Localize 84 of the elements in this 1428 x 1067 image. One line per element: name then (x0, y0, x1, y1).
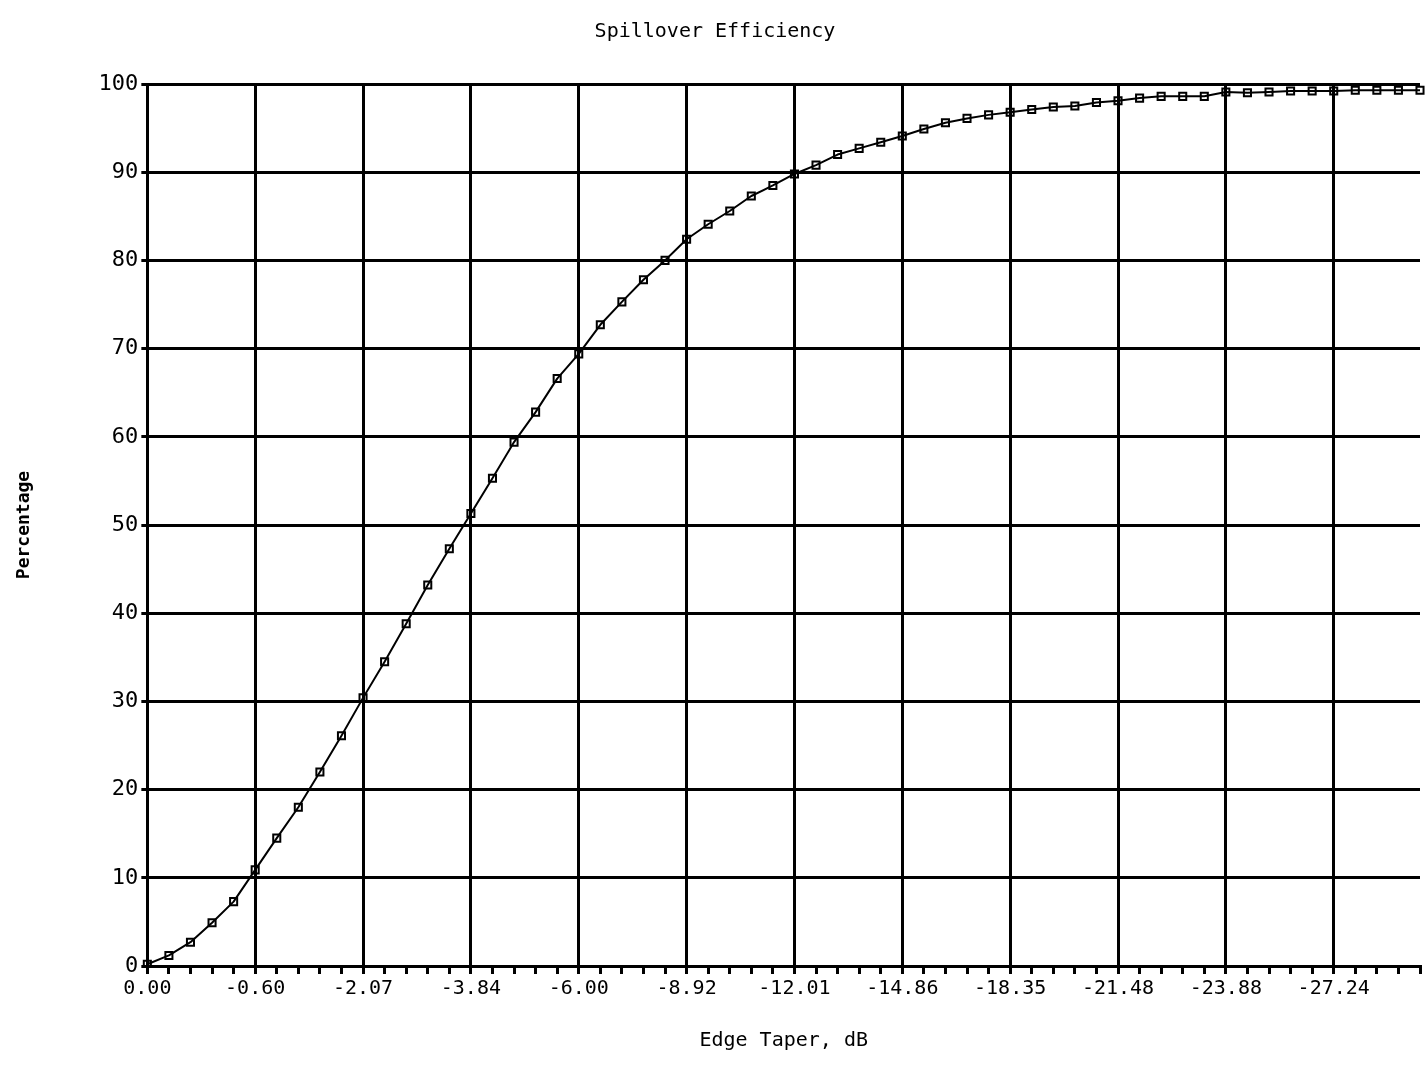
y-tick-label: 20 (111, 775, 139, 801)
point (703, 219, 713, 229)
point (1178, 91, 1188, 101)
point (638, 275, 648, 285)
point (229, 897, 239, 907)
y-tick-label: 70 (111, 334, 139, 360)
y-tick-label: 10 (111, 863, 139, 889)
point (1329, 86, 1339, 96)
point (444, 544, 454, 554)
point (272, 833, 282, 843)
point (1286, 86, 1296, 96)
point (207, 918, 217, 928)
point (660, 255, 670, 265)
point (293, 802, 303, 812)
point (1307, 86, 1317, 96)
y-tick-label: 90 (111, 157, 139, 183)
point (401, 619, 411, 629)
y-tick-label: 40 (111, 598, 139, 624)
x-tick-label: -2.07 (332, 975, 394, 1000)
point (746, 191, 756, 201)
point (1005, 107, 1015, 117)
point (315, 767, 325, 777)
point (142, 959, 152, 966)
x-tick-label: -23.88 (1189, 975, 1262, 1000)
point (1135, 93, 1145, 103)
point (1027, 105, 1037, 115)
point (1350, 85, 1360, 95)
point (940, 118, 950, 128)
y-tick-label: 100 (98, 69, 139, 95)
point (919, 124, 929, 134)
point (574, 349, 584, 359)
point (1264, 87, 1274, 97)
point (1048, 102, 1058, 112)
x-tick-label: -21.48 (1081, 975, 1155, 1000)
point (682, 234, 692, 244)
point (1393, 85, 1403, 95)
y-axis-title: Percentage (12, 470, 34, 580)
x-tick-label: -3.84 (440, 975, 501, 1000)
point (466, 509, 476, 519)
point (531, 407, 541, 417)
x-axis-title: Edge Taper, dB (699, 1027, 868, 1052)
x-tick-label: 0.00 (123, 975, 172, 1000)
point (185, 937, 196, 947)
point (1415, 85, 1425, 95)
point (380, 657, 390, 667)
x-tick-label: -8.92 (656, 975, 717, 1000)
point (595, 320, 605, 330)
point (1156, 91, 1166, 101)
point (423, 580, 433, 590)
point (962, 113, 972, 123)
point (811, 160, 821, 170)
y-tick-label: 30 (111, 687, 139, 713)
y-tick-label: 0 (125, 951, 139, 977)
point (509, 437, 519, 447)
point (336, 731, 347, 741)
point (854, 143, 864, 153)
x-tick-label: -12.01 (758, 975, 831, 1000)
point (1113, 96, 1123, 106)
point (164, 950, 174, 960)
point (725, 206, 735, 216)
point (552, 374, 562, 384)
point (250, 865, 260, 875)
x-tick-label: -6.00 (548, 975, 609, 1000)
point (897, 131, 907, 141)
chart-title: Spillover Efficiency (594, 18, 836, 43)
y-tick-label: 50 (111, 510, 139, 536)
x-tick-label: -0.60 (225, 975, 286, 1000)
point (1221, 87, 1231, 97)
x-tick-label: -18.35 (974, 975, 1047, 1000)
point (984, 110, 994, 120)
point (1199, 91, 1209, 101)
y-tick-label: 80 (111, 246, 139, 272)
point (1242, 88, 1252, 98)
x-tick-label: -14.86 (866, 975, 939, 1000)
y-tick-label: 60 (111, 422, 139, 448)
point (1070, 101, 1080, 111)
point (1091, 97, 1101, 108)
point (1372, 85, 1382, 95)
point (876, 137, 886, 147)
x-tick-label: -27.24 (1297, 975, 1370, 1000)
point (768, 180, 778, 190)
point (617, 297, 627, 307)
point (487, 473, 497, 483)
point (833, 150, 843, 160)
